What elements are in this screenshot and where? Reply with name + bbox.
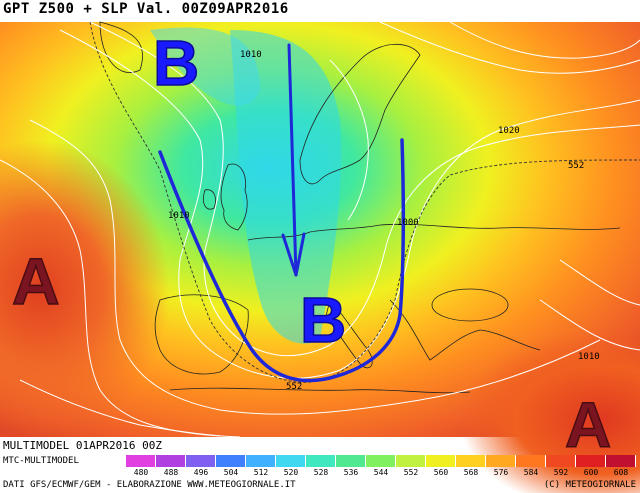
isobar-label: 1010 xyxy=(578,352,600,362)
legend-value: 496 xyxy=(193,468,209,477)
high-pressure-label: A xyxy=(565,389,611,461)
low-pressure-label: B xyxy=(153,27,199,99)
isobar-label: 1010 xyxy=(240,50,262,60)
isohypse-label: 552 xyxy=(568,161,584,171)
u-shaped-trough-line xyxy=(158,138,406,383)
annotation-arrows xyxy=(158,43,406,383)
legend-swatch xyxy=(246,455,276,467)
legend-swatch xyxy=(126,455,156,467)
legend-swatch xyxy=(546,455,576,467)
legend-swatch xyxy=(486,455,516,467)
legend-value: 608 xyxy=(613,468,629,477)
source-label: MTC-MULTIMODEL xyxy=(3,456,79,466)
legend-swatch xyxy=(426,455,456,467)
legend-value: 512 xyxy=(253,468,269,477)
isohypse-label: 552 xyxy=(286,382,302,392)
legend-value: 576 xyxy=(493,468,509,477)
model-run-label: MULTIMODEL 01APR2016 00Z xyxy=(3,439,162,452)
downward-arrow xyxy=(287,43,298,277)
legend-value: 560 xyxy=(433,468,449,477)
color-scale-labels: 480 488 496 504 512 520 528 536 544 552 560 568 576 5… xyxy=(126,468,636,478)
legend-swatch xyxy=(216,455,246,467)
legend-swatch xyxy=(456,455,486,467)
legend-value: 480 xyxy=(133,468,149,477)
color-scale-legend xyxy=(126,455,636,467)
legend-swatch xyxy=(276,455,306,467)
coastlines xyxy=(99,21,621,394)
copyright-label: (C) METEOGIORNALE xyxy=(543,480,636,490)
credits-label: DATI GFS/ECMWF/GEM - ELABORAZIONE WWW.ME… xyxy=(3,480,296,490)
legend-swatch xyxy=(156,455,186,467)
legend-swatch xyxy=(396,455,426,467)
map-title: GPT Z500 + SLP Val. 00Z09APR2016 xyxy=(3,1,289,17)
legend-value: 544 xyxy=(373,468,389,477)
legend-swatch xyxy=(336,455,366,467)
low-pressure-label: B xyxy=(300,284,346,356)
legend-swatch xyxy=(516,455,546,467)
legend-value: 568 xyxy=(463,468,479,477)
isobar-labels: 1010 1020 1010 1000 1010 552 552 xyxy=(168,50,600,392)
legend-swatch xyxy=(576,455,606,467)
legend-value: 592 xyxy=(553,468,569,477)
legend-swatch xyxy=(186,455,216,467)
legend-value: 536 xyxy=(343,468,359,477)
legend-value: 600 xyxy=(583,468,599,477)
map-plot-area xyxy=(0,22,640,493)
pressure-system-labels: B B A A xyxy=(11,26,612,462)
legend-value: 584 xyxy=(523,468,539,477)
legend-value: 520 xyxy=(283,468,299,477)
legend-value: 528 xyxy=(313,468,329,477)
legend-value: 488 xyxy=(163,468,179,477)
isobar-label: 1010 xyxy=(168,211,190,221)
isobar-label: 1020 xyxy=(498,126,520,136)
isobar-label: 1000 xyxy=(397,218,419,228)
isobars xyxy=(0,21,640,438)
legend-swatch xyxy=(366,455,396,467)
legend-swatch xyxy=(606,455,636,467)
legend-swatch xyxy=(306,455,336,467)
high-pressure-label: A xyxy=(12,244,60,318)
legend-value: 504 xyxy=(223,468,239,477)
legend-value: 552 xyxy=(403,468,419,477)
